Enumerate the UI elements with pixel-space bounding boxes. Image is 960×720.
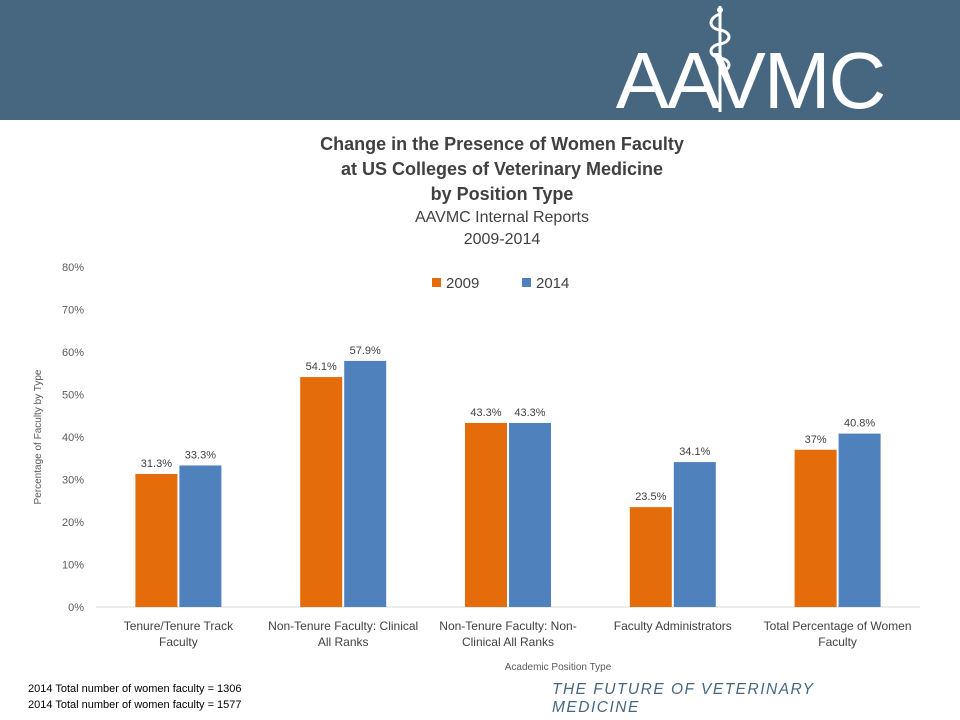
y-tick-label: 40% (62, 432, 84, 444)
bar-chart: 0% 10% 20% 30% 40% 50% 60% 70% 80% Percentage of … (33, 262, 920, 673)
legend-label-2014: 2014 (536, 275, 569, 292)
chart-title: Change in the Presence of Women Faculty … (0, 132, 960, 251)
footnote-2: 2014 Total number of women faculty = 157… (28, 699, 242, 711)
bar-2009-3 (629, 507, 672, 607)
y-tick-label: 80% (62, 262, 84, 274)
y-axis-label: Percentage of Faculty by Type (33, 369, 44, 504)
y-tick-label: 20% (62, 517, 84, 529)
legend-label-2009: 2009 (446, 275, 479, 292)
data-label: 40.8% (844, 418, 875, 430)
tagline: THE FUTURE OF VETERINARY MEDICINE (552, 681, 815, 716)
logo-text: AAVMC (615, 36, 887, 125)
y-tick-label: 70% (62, 305, 84, 317)
x-tick-label: Faculty (159, 635, 198, 649)
footnote-1: 2014 Total number of women faculty = 130… (28, 683, 242, 695)
data-label: 37% (805, 434, 827, 446)
x-tick-label: Faculty Administrators (614, 619, 732, 633)
bar-2014-4 (838, 433, 881, 607)
title-line-2: at US Colleges of Veterinary Medicine (340, 159, 664, 179)
legend-swatch-2014 (522, 278, 531, 287)
title-line-1: Change in the Presence of Women Faculty (320, 134, 684, 154)
y-tick-label: 60% (62, 347, 84, 359)
bar-2014-3 (673, 462, 716, 607)
title-line-4: AAVMC Internal Reports (415, 209, 589, 226)
x-tick-label: Faculty (818, 635, 857, 649)
x-tick-label: Clinical All Ranks (462, 635, 554, 649)
data-label: 23.5% (635, 491, 666, 503)
data-label: 54.1% (306, 361, 337, 373)
title-line-5: 2009-2014 (463, 231, 541, 248)
bar-2014-0 (179, 465, 222, 607)
y-tick-label: 30% (62, 475, 84, 487)
x-tick-label: Non-Tenure Faculty: Clinical (268, 619, 418, 633)
x-tick-label: Non-Tenure Faculty: Non- (439, 619, 576, 633)
caduceus-staff-icon (709, 6, 731, 112)
header-banner: AAVMC (0, 0, 960, 125)
data-label: 43.3% (470, 407, 501, 419)
x-tick-label: All Ranks (318, 635, 369, 649)
bar-2009-4 (794, 449, 837, 607)
bar-2009-2 (465, 422, 507, 607)
x-tick-label: Total Percentage of Women (764, 619, 912, 633)
data-label: 31.3% (141, 458, 172, 470)
x-axis-label: Academic Position Type (505, 662, 612, 673)
bar-2009-1 (300, 377, 343, 607)
data-label: 33.3% (185, 449, 216, 461)
bar-2014-1 (344, 360, 387, 607)
bar-2009-0 (135, 473, 178, 607)
x-tick-label: Tenure/Tenure Track (124, 619, 234, 633)
data-label: 57.9% (350, 345, 381, 357)
legend-swatch-2009 (432, 278, 441, 287)
y-tick-label: 0% (68, 602, 84, 614)
bar-2014-2 (509, 422, 551, 607)
title-line-3: by Position Type (430, 184, 574, 204)
y-tick-label: 50% (62, 390, 84, 402)
data-label: 34.1% (679, 446, 710, 458)
aavmc-logo: AAVMC (600, 0, 900, 125)
y-tick-label: 10% (62, 560, 84, 572)
data-label: 43.3% (514, 407, 545, 419)
